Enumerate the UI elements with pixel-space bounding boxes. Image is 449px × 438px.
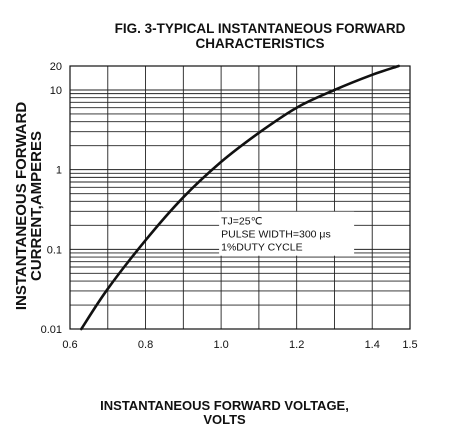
- chart-title-line2: CHARACTERISTICS: [195, 36, 325, 51]
- annotation-box: [219, 211, 355, 256]
- x-axis-label-line1: INSTANTANEOUS FORWARD VOLTAGE,: [100, 398, 349, 413]
- y-tick-label: 0.01: [41, 324, 62, 336]
- x-axis-label-line2: VOLTS: [203, 412, 246, 427]
- plot-frame: [69, 65, 411, 330]
- chart-title-line1: FIG. 3-TYPICAL INSTANTANEOUS FORWARD: [114, 21, 406, 36]
- x-tick-label: 1.4: [365, 339, 380, 351]
- forward-characteristic-curve: [80, 64, 400, 331]
- y-tick-label: 10: [50, 85, 62, 97]
- x-tick-label: 1.0: [213, 339, 228, 351]
- x-tick-label: 1.5: [402, 339, 417, 351]
- y-tick-label: 1: [56, 165, 62, 177]
- y-tick-label: 0.1: [47, 244, 62, 256]
- x-tick-label: 0.8: [138, 339, 153, 351]
- annotation-text: TJ=25℃: [221, 216, 262, 228]
- x-tick-label: 0.6: [62, 339, 77, 351]
- y-tick-label: 20: [50, 61, 62, 73]
- annotation-text: PULSE WIDTH=300 μs: [221, 229, 331, 241]
- x-tick-label: 1.2: [289, 339, 304, 351]
- annotation-text: 1%DUTY CYCLE: [221, 242, 303, 254]
